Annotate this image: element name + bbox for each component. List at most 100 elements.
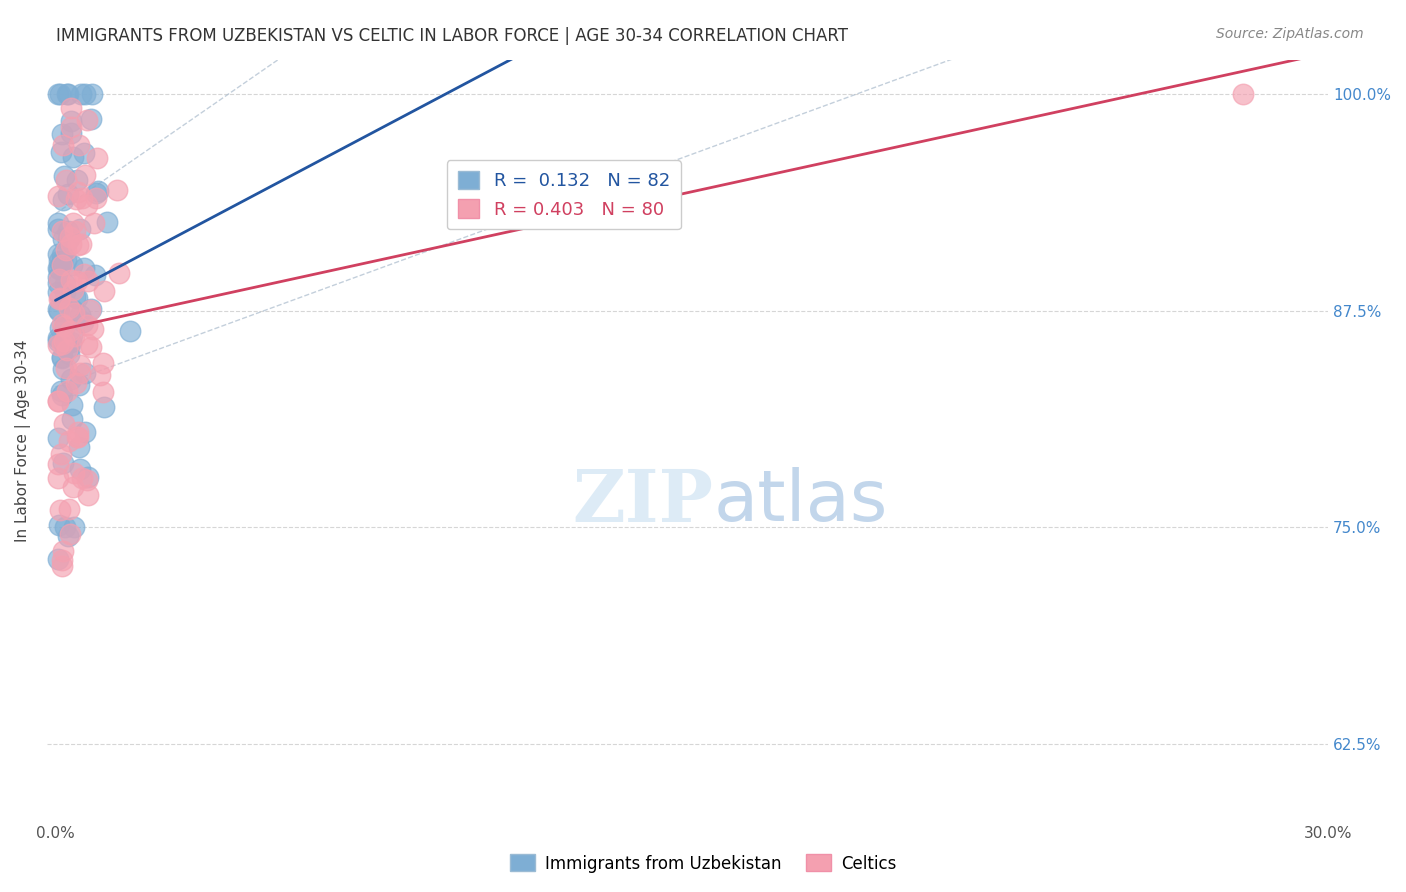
Point [65, 429, 87, 443]
Text: Source: ZipAtlas.com: Source: ZipAtlas.com [1216, 27, 1364, 41]
Point [49, 291, 72, 305]
Point [67, 237, 90, 252]
Point [62, 303, 84, 318]
Point [48, 503, 70, 517]
Point [52, 456, 75, 470]
Point [55, 173, 77, 187]
Point [46, 216, 69, 230]
Point [52, 544, 75, 558]
Point [75, 367, 97, 381]
Point [75, 425, 97, 439]
Point [52, 319, 75, 334]
Point [60, 398, 83, 412]
Point [70, 237, 93, 252]
Text: IMMIGRANTS FROM UZBEKISTAN VS CELTIC IN LABOR FORCE | AGE 30-34 CORRELATION CHAR: IMMIGRANTS FROM UZBEKISTAN VS CELTIC IN … [56, 27, 848, 45]
Point [46, 457, 69, 471]
Point [55, 384, 77, 399]
Point [76, 337, 98, 351]
Point [46, 277, 69, 291]
Point [59, 324, 82, 338]
Point [70, 470, 93, 484]
Point [60, 335, 83, 350]
Point [51, 317, 73, 331]
Point [59, 127, 82, 141]
Point [93, 401, 115, 415]
Point [46, 334, 69, 348]
Point [63, 290, 86, 304]
Point [66, 173, 89, 187]
Point [51, 351, 73, 365]
Point [66, 186, 89, 200]
Point [49, 87, 72, 102]
Point [56, 87, 79, 102]
Point [49, 321, 72, 335]
Point [56, 224, 79, 238]
Point [52, 319, 75, 334]
Point [67, 137, 90, 152]
Point [67, 377, 90, 392]
Point [63, 466, 86, 480]
Text: atlas: atlas [713, 467, 887, 536]
Point [87, 184, 110, 198]
Point [52, 193, 75, 207]
Point [73, 261, 96, 276]
Point [46, 246, 69, 260]
Point [53, 520, 76, 534]
Point [69, 87, 91, 102]
Point [65, 274, 87, 288]
Point [51, 553, 73, 567]
Point [60, 258, 83, 272]
Point [48, 254, 70, 268]
Legend: R =  0.132   N = 82, R = 0.403   N = 80: R = 0.132 N = 82, R = 0.403 N = 80 [447, 160, 681, 229]
Point [80, 112, 103, 126]
Point [53, 334, 76, 348]
Point [51, 145, 73, 160]
Point [48, 518, 70, 533]
Point [46, 338, 69, 352]
Point [59, 236, 82, 251]
Point [46, 221, 69, 235]
Point [56, 529, 79, 543]
Point [77, 470, 100, 484]
Point [91, 384, 114, 399]
Point [63, 306, 86, 320]
Point [91, 356, 114, 370]
Point [62, 283, 84, 297]
Point [77, 488, 100, 502]
Point [59, 113, 82, 128]
Point [108, 266, 131, 280]
Point [79, 303, 101, 318]
Point [58, 434, 80, 448]
Point [72, 267, 94, 281]
Point [46, 331, 69, 345]
Point [69, 308, 91, 322]
Point [80, 87, 103, 102]
Point [51, 248, 73, 262]
Point [51, 559, 73, 574]
Point [73, 169, 96, 183]
Point [46, 270, 69, 285]
Point [51, 336, 73, 351]
Point [51, 224, 73, 238]
Point [55, 253, 77, 268]
Point [55, 360, 77, 375]
Point [1232, 87, 1254, 102]
Point [46, 285, 69, 300]
Point [76, 318, 98, 332]
Point [63, 520, 86, 534]
Point [46, 393, 69, 408]
Point [76, 274, 98, 288]
Point [46, 393, 69, 408]
Point [93, 284, 115, 298]
Point [46, 302, 69, 317]
Point [59, 272, 82, 286]
Point [82, 321, 104, 335]
Point [51, 351, 73, 366]
Point [66, 291, 89, 305]
Point [84, 186, 107, 200]
Point [53, 277, 76, 291]
Point [72, 315, 94, 329]
Point [51, 447, 73, 461]
Point [58, 501, 80, 516]
Point [62, 412, 84, 426]
